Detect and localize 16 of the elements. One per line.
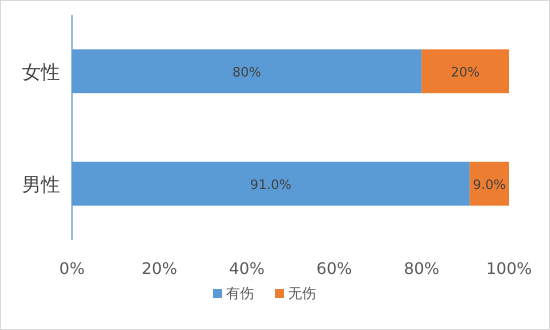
legend-label: 有伤 (226, 286, 254, 302)
x-tick-label: 80% (404, 259, 440, 278)
x-tick-label: 20% (142, 259, 178, 278)
data-label: 9.0% (472, 178, 506, 193)
y-tick-label: 女性 (22, 61, 60, 84)
data-label: 91.0% (250, 178, 292, 193)
data-label: 20% (450, 65, 480, 80)
bar (470, 162, 509, 206)
x-tick-label: 60% (316, 259, 352, 278)
y-tick-label: 男性 (22, 174, 60, 196)
legend-label: 无伤 (288, 286, 316, 302)
x-tick-label: 40% (229, 259, 265, 278)
bar (422, 49, 509, 94)
data-label: 80% (232, 65, 262, 80)
x-tick-label: 0% (59, 259, 85, 278)
x-tick-label: 100% (486, 259, 532, 278)
